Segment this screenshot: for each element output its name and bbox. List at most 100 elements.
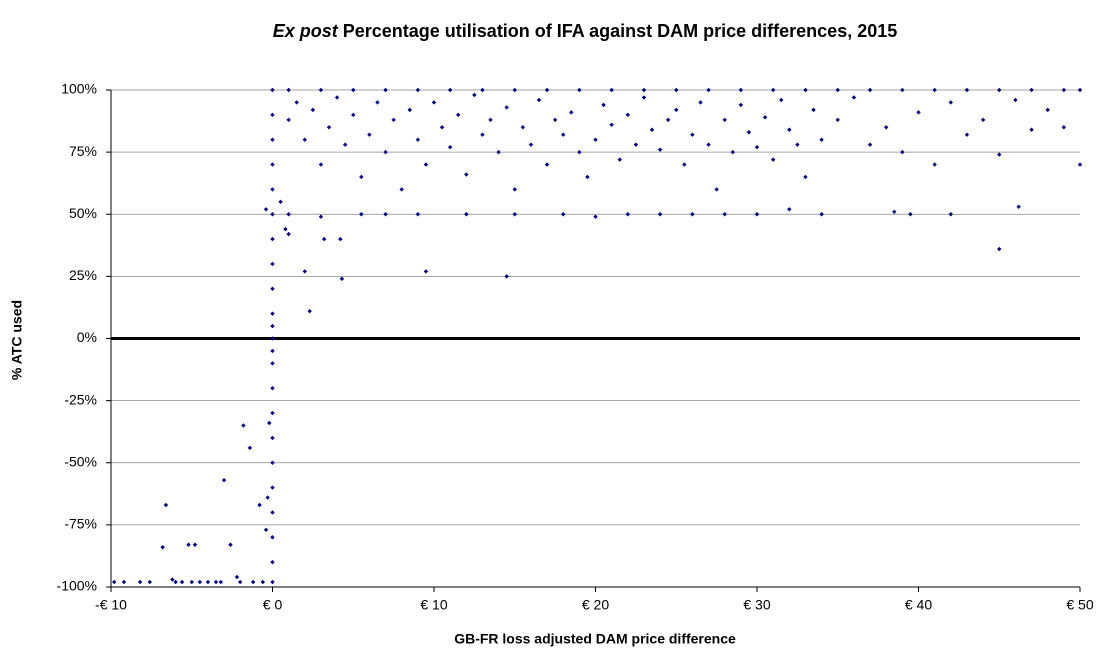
- point: [326, 125, 332, 130]
- point: [690, 212, 695, 217]
- point: [803, 174, 808, 180]
- point: [900, 87, 905, 93]
- point: [738, 102, 744, 108]
- y-tick-label: 50%: [69, 205, 97, 221]
- x-tick-label: € 50: [1066, 597, 1093, 613]
- point: [770, 87, 776, 93]
- point: [247, 445, 253, 451]
- point: [302, 137, 307, 142]
- point: [585, 174, 590, 180]
- x-tick-label: € 40: [905, 597, 932, 613]
- point: [916, 110, 921, 115]
- point: [746, 130, 752, 135]
- point: [649, 127, 655, 132]
- point: [267, 420, 272, 426]
- point: [657, 212, 663, 217]
- point: [593, 137, 598, 142]
- point: [121, 579, 127, 585]
- point: [997, 87, 1002, 93]
- point: [270, 510, 275, 515]
- point: [213, 579, 219, 585]
- point: [512, 212, 517, 217]
- point: [698, 100, 703, 105]
- point: [609, 87, 614, 93]
- point: [964, 132, 970, 137]
- point: [270, 311, 275, 316]
- y-tick-label: 0%: [77, 329, 97, 345]
- point: [270, 485, 275, 490]
- x-tick-label: € 10: [420, 597, 447, 613]
- point: [795, 142, 800, 147]
- point: [754, 144, 760, 150]
- point: [569, 110, 574, 115]
- point: [383, 212, 388, 217]
- point: [270, 435, 275, 441]
- point: [270, 323, 275, 329]
- y-tick-label: -100%: [57, 578, 97, 594]
- point: [415, 137, 421, 142]
- point: [423, 269, 429, 274]
- point: [294, 100, 299, 105]
- point: [439, 125, 445, 130]
- point: [286, 212, 291, 217]
- point: [787, 207, 792, 212]
- point: [263, 527, 269, 533]
- x-tick-label: € 30: [743, 597, 770, 613]
- point: [310, 107, 316, 113]
- point: [504, 105, 509, 110]
- point: [342, 142, 348, 147]
- point: [270, 137, 275, 142]
- point: [544, 87, 550, 93]
- x-tick-label: € 0: [263, 597, 283, 613]
- point: [447, 144, 453, 150]
- point: [867, 142, 873, 147]
- point: [270, 286, 275, 291]
- point: [338, 236, 343, 242]
- point: [674, 87, 679, 93]
- point: [173, 579, 178, 585]
- point: [536, 97, 542, 103]
- point: [241, 423, 246, 428]
- point: [367, 132, 372, 137]
- point: [997, 246, 1002, 252]
- point: [270, 336, 275, 341]
- point: [270, 112, 275, 118]
- point: [137, 579, 143, 585]
- point: [1029, 87, 1034, 93]
- point: [779, 97, 784, 103]
- point: [682, 162, 687, 167]
- point: [601, 102, 606, 108]
- point: [1013, 97, 1018, 103]
- point: [593, 214, 598, 219]
- point: [520, 125, 526, 130]
- point: [867, 87, 873, 93]
- point: [811, 107, 816, 113]
- point: [375, 100, 380, 105]
- point: [318, 87, 324, 93]
- point: [770, 157, 776, 162]
- point: [431, 100, 437, 105]
- point: [738, 87, 744, 93]
- point: [286, 87, 291, 93]
- point: [407, 107, 412, 113]
- point: [359, 212, 364, 217]
- point: [302, 269, 307, 274]
- point: [504, 274, 509, 279]
- point: [730, 149, 735, 155]
- point: [447, 87, 453, 93]
- x-axis-label: GB-FR loss adjusted DAM price difference: [454, 631, 736, 647]
- point: [270, 410, 275, 416]
- point: [238, 579, 243, 585]
- point: [690, 132, 695, 137]
- point: [163, 502, 169, 508]
- point: [1045, 107, 1050, 113]
- point: [892, 209, 897, 214]
- point: [170, 577, 175, 582]
- y-tick-label: -75%: [64, 516, 97, 532]
- point: [263, 207, 269, 212]
- point: [528, 142, 534, 147]
- point: [512, 87, 517, 93]
- point: [787, 127, 792, 132]
- point: [819, 137, 824, 142]
- point: [714, 187, 719, 192]
